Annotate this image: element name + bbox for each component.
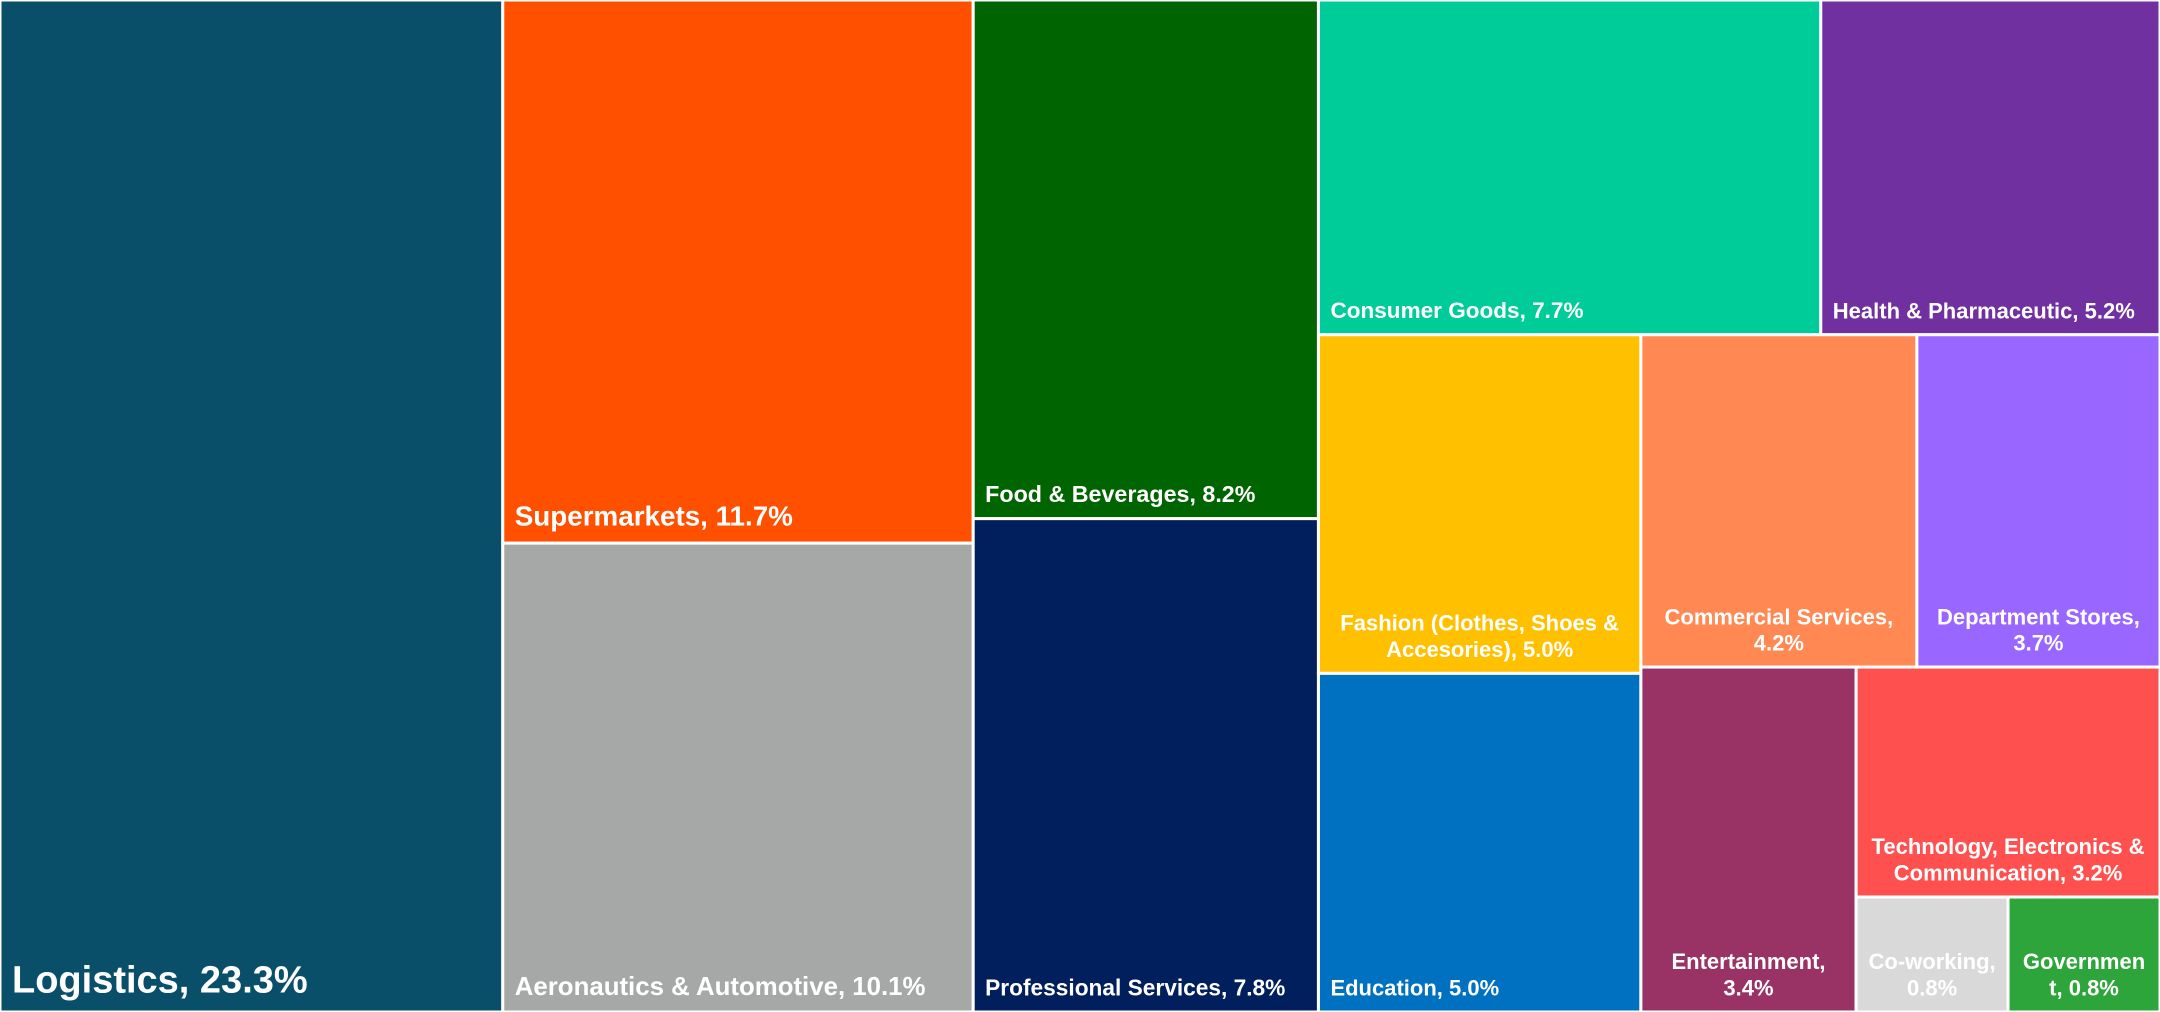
tile-rect — [1819, 0, 2160, 337]
tile: Food & Beverages, 8.2% — [971, 0, 1320, 521]
tile-label: Health & Pharmaceutic, 5.2% — [1833, 298, 2135, 323]
tile-label: Department Stores, 3.7% — [1937, 604, 2140, 655]
tile: Co-working, 0.8% — [1854, 895, 2010, 1012]
tile-rect — [1639, 665, 1858, 1012]
tile-label: Co-working, 0.8% — [1869, 949, 1996, 1000]
tile: Supermarkets, 11.7% — [501, 0, 975, 545]
tile-label: Consumer Goods, 7.7% — [1330, 298, 1583, 323]
tile-rect — [1854, 895, 2010, 1012]
tile: Consumer Goods, 7.7% — [1316, 0, 1823, 337]
tile-rect — [0, 0, 505, 1012]
tile: Education, 5.0% — [1316, 671, 1643, 1012]
tile-rect — [1316, 0, 1823, 337]
tile-label: Commercial Services, 4.2% — [1665, 604, 1894, 655]
tile-rect — [971, 517, 1320, 1012]
tile-label: Supermarkets, 11.7% — [515, 501, 793, 532]
tile-label: Entertainment, 3.4% — [1671, 949, 1825, 1000]
tile-rect — [501, 541, 975, 1012]
tile-rect — [2006, 895, 2160, 1012]
tile: Entertainment, 3.4% — [1639, 665, 1858, 1012]
tile-label: Professional Services, 7.8% — [985, 974, 1285, 1000]
tile: Health & Pharmaceutic, 5.2% — [1819, 0, 2160, 337]
tile: Technology, Electronics & Communication, … — [1854, 665, 2160, 899]
tile: Fashion (Clothes, Shoes & Accesories), 5.… — [1316, 333, 1643, 675]
tile: Department Stores, 3.7% — [1915, 333, 2160, 669]
tile-label: Governmen t, 0.8% — [2023, 949, 2145, 1000]
tile: Professional Services, 7.8% — [971, 517, 1320, 1012]
tile-rect — [1316, 671, 1643, 1012]
tile-label: Fashion (Clothes, Shoes & Accesories), 5.… — [1340, 611, 1619, 662]
tile: Governmen t, 0.8% — [2006, 895, 2160, 1012]
tile-rect — [971, 0, 1320, 521]
tile: Aeronautics & Automotive, 10.1% — [501, 541, 975, 1012]
tile-label: Technology, Electronics & Communication, … — [1872, 834, 2145, 885]
tile: Commercial Services, 4.2% — [1639, 333, 1919, 669]
tile-label: Logistics, 23.3% — [12, 959, 308, 1001]
tile-label: Education, 5.0% — [1330, 976, 1499, 1001]
tile: Logistics, 23.3% — [0, 0, 505, 1012]
tile-rect — [501, 0, 975, 545]
tile-rect — [1316, 333, 1643, 675]
tile-label: Aeronautics & Automotive, 10.1% — [515, 973, 926, 1001]
tile-label: Food & Beverages, 8.2% — [985, 481, 1256, 507]
